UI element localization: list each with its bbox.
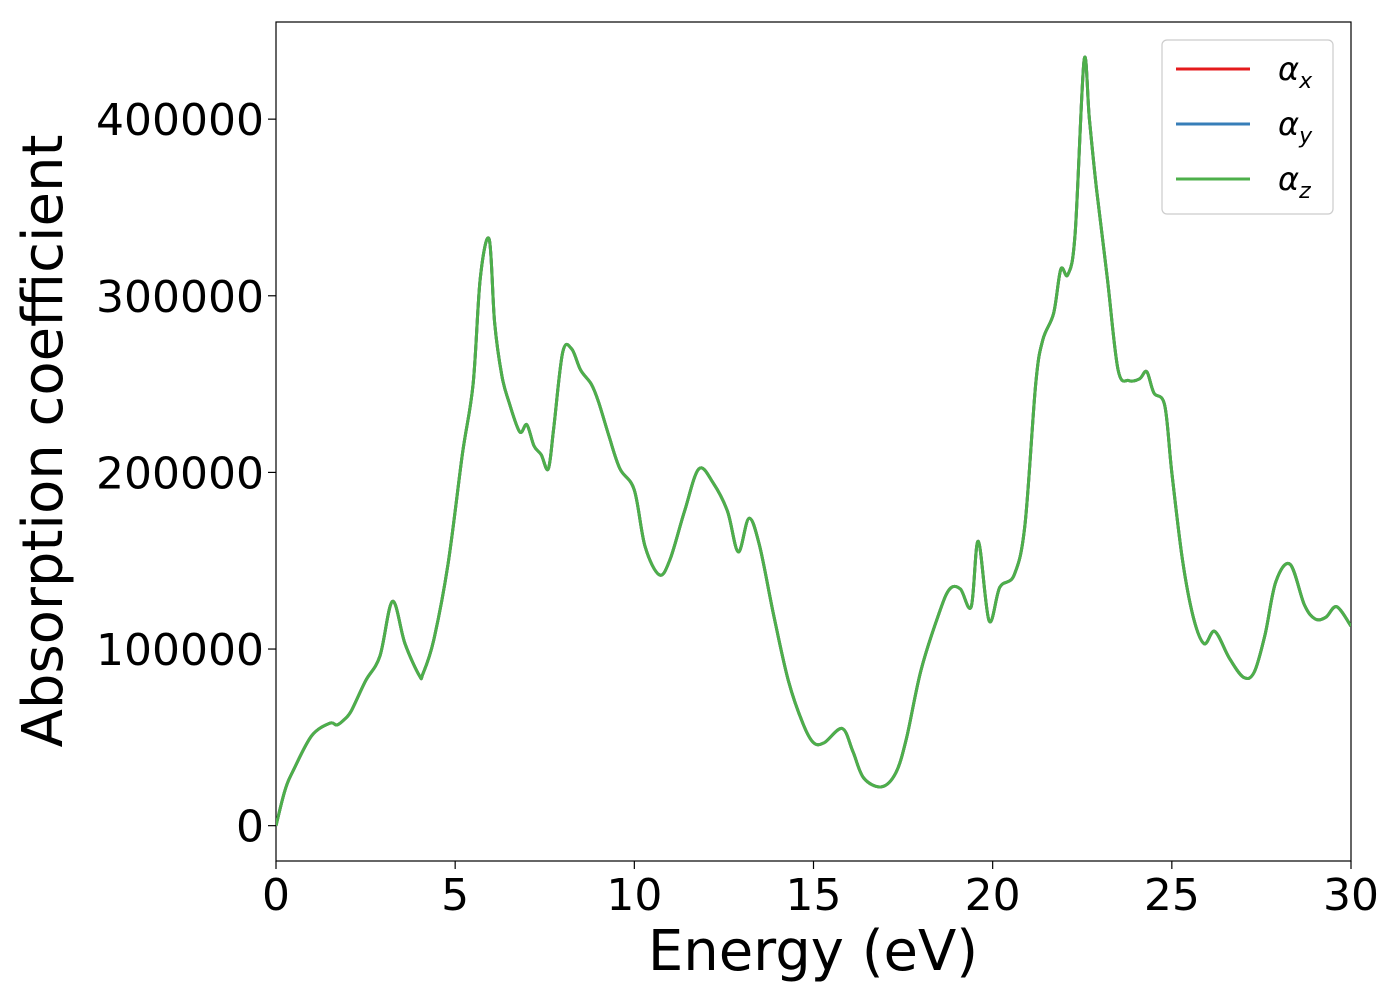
legend-label-z: αz xyxy=(1278,160,1311,204)
y-tick-label: 200000 xyxy=(96,448,264,499)
y-tick-label: 300000 xyxy=(96,272,264,323)
x-tick-label: 25 xyxy=(1144,870,1200,921)
series-line-z xyxy=(276,55,1351,827)
x-axis-ticks: 0 5 10 15 20 25 30 xyxy=(262,861,1379,921)
legend-box xyxy=(1161,39,1334,215)
legend-label-y: αy xyxy=(1278,105,1313,149)
x-axis-title: Energy (eV) xyxy=(648,919,978,984)
y-tick-label: 0 xyxy=(236,802,264,853)
x-tick-label: 5 xyxy=(441,870,469,921)
x-tick-label: 0 xyxy=(262,870,290,921)
x-tick-label: 15 xyxy=(786,870,842,921)
x-tick-label: 30 xyxy=(1323,870,1379,921)
y-axis-title: Absorption coefficient xyxy=(11,135,76,748)
y-tick-label: 400000 xyxy=(96,95,264,146)
y-axis-ticks: 0 100000 200000 300000 400000 xyxy=(96,95,276,853)
y-tick-label: 100000 xyxy=(96,625,264,676)
legend: αx αy αz xyxy=(1161,39,1334,215)
series-layer xyxy=(276,55,1351,827)
x-tick-label: 10 xyxy=(606,870,662,921)
legend-label-x: αx xyxy=(1278,50,1313,94)
x-tick-label: 20 xyxy=(965,870,1021,921)
